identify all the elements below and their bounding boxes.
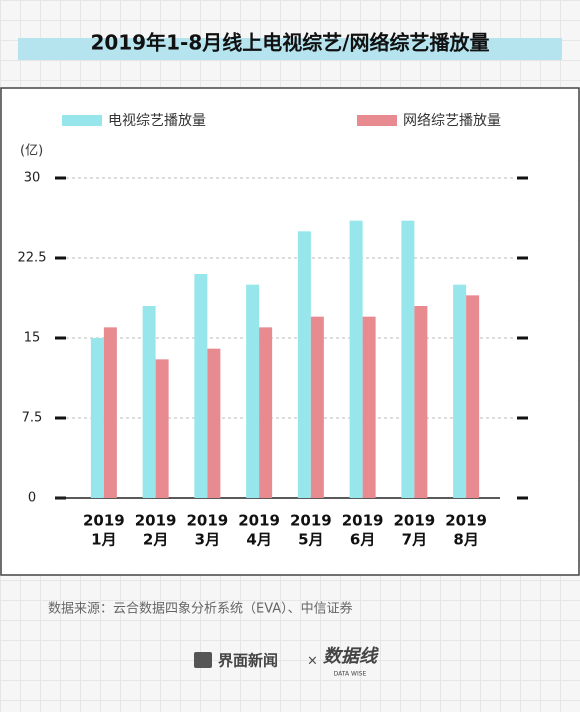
x-tick-label: 4月 — [246, 531, 271, 549]
x-tick-label: 2019 — [445, 512, 487, 530]
bar — [246, 284, 260, 498]
x-tick-label: 1月 — [91, 531, 116, 549]
bar — [297, 231, 311, 499]
y-unit: (亿) — [20, 144, 43, 159]
plot-panel — [0, 87, 580, 576]
title-band — [18, 38, 562, 60]
brand-icon — [194, 652, 212, 668]
legend-label: 网络综艺播放量 — [403, 113, 501, 129]
bar — [453, 284, 467, 498]
footer-logo: 数据线 — [323, 646, 379, 667]
x-tick-label: 2019 — [394, 512, 436, 530]
footer-brand: 界面新闻 — [218, 652, 278, 670]
footer-logo-sub: DATA WISE — [334, 671, 367, 678]
footer-separator: × — [307, 654, 318, 669]
y-tick-label: 0 — [28, 491, 36, 506]
x-tick-label: 2月 — [143, 531, 168, 549]
x-tick-label: 3月 — [195, 531, 220, 549]
bar — [142, 306, 156, 498]
x-tick-label: 2019 — [83, 512, 125, 530]
x-tick-label: 7月 — [402, 531, 427, 549]
legend-swatch — [62, 115, 102, 126]
y-tick-label: 30 — [24, 171, 41, 186]
chart-title: 2019年1-8月线上电视综艺/网络综艺播放量 — [90, 31, 489, 55]
bar — [90, 338, 104, 498]
x-tick-label: 2019 — [290, 512, 332, 530]
bar — [259, 327, 273, 498]
y-tick-label: 7.5 — [22, 411, 43, 426]
x-tick-label: 6月 — [350, 531, 375, 549]
bar — [466, 295, 480, 498]
legend-swatch — [357, 115, 397, 126]
x-tick-label: 2019 — [135, 512, 177, 530]
legend-label: 电视综艺播放量 — [108, 113, 206, 129]
x-tick-label: 8月 — [453, 531, 478, 549]
bar — [103, 327, 117, 498]
bar — [349, 220, 363, 498]
bar — [414, 306, 428, 498]
x-tick-label: 2019 — [342, 512, 384, 530]
bar — [401, 220, 415, 498]
bar — [207, 348, 221, 498]
x-tick-label: 2019 — [187, 512, 229, 530]
bar — [362, 316, 376, 498]
x-tick-label: 5月 — [298, 531, 323, 549]
bar — [310, 316, 324, 498]
y-tick-label: 22.5 — [18, 251, 47, 266]
y-tick-label: 15 — [24, 331, 41, 346]
source: 数据来源：云合数据四象分析系统（EVA）、中信证券 — [48, 601, 353, 617]
bar — [155, 359, 169, 498]
x-tick-label: 2019 — [238, 512, 280, 530]
bar — [194, 274, 208, 498]
